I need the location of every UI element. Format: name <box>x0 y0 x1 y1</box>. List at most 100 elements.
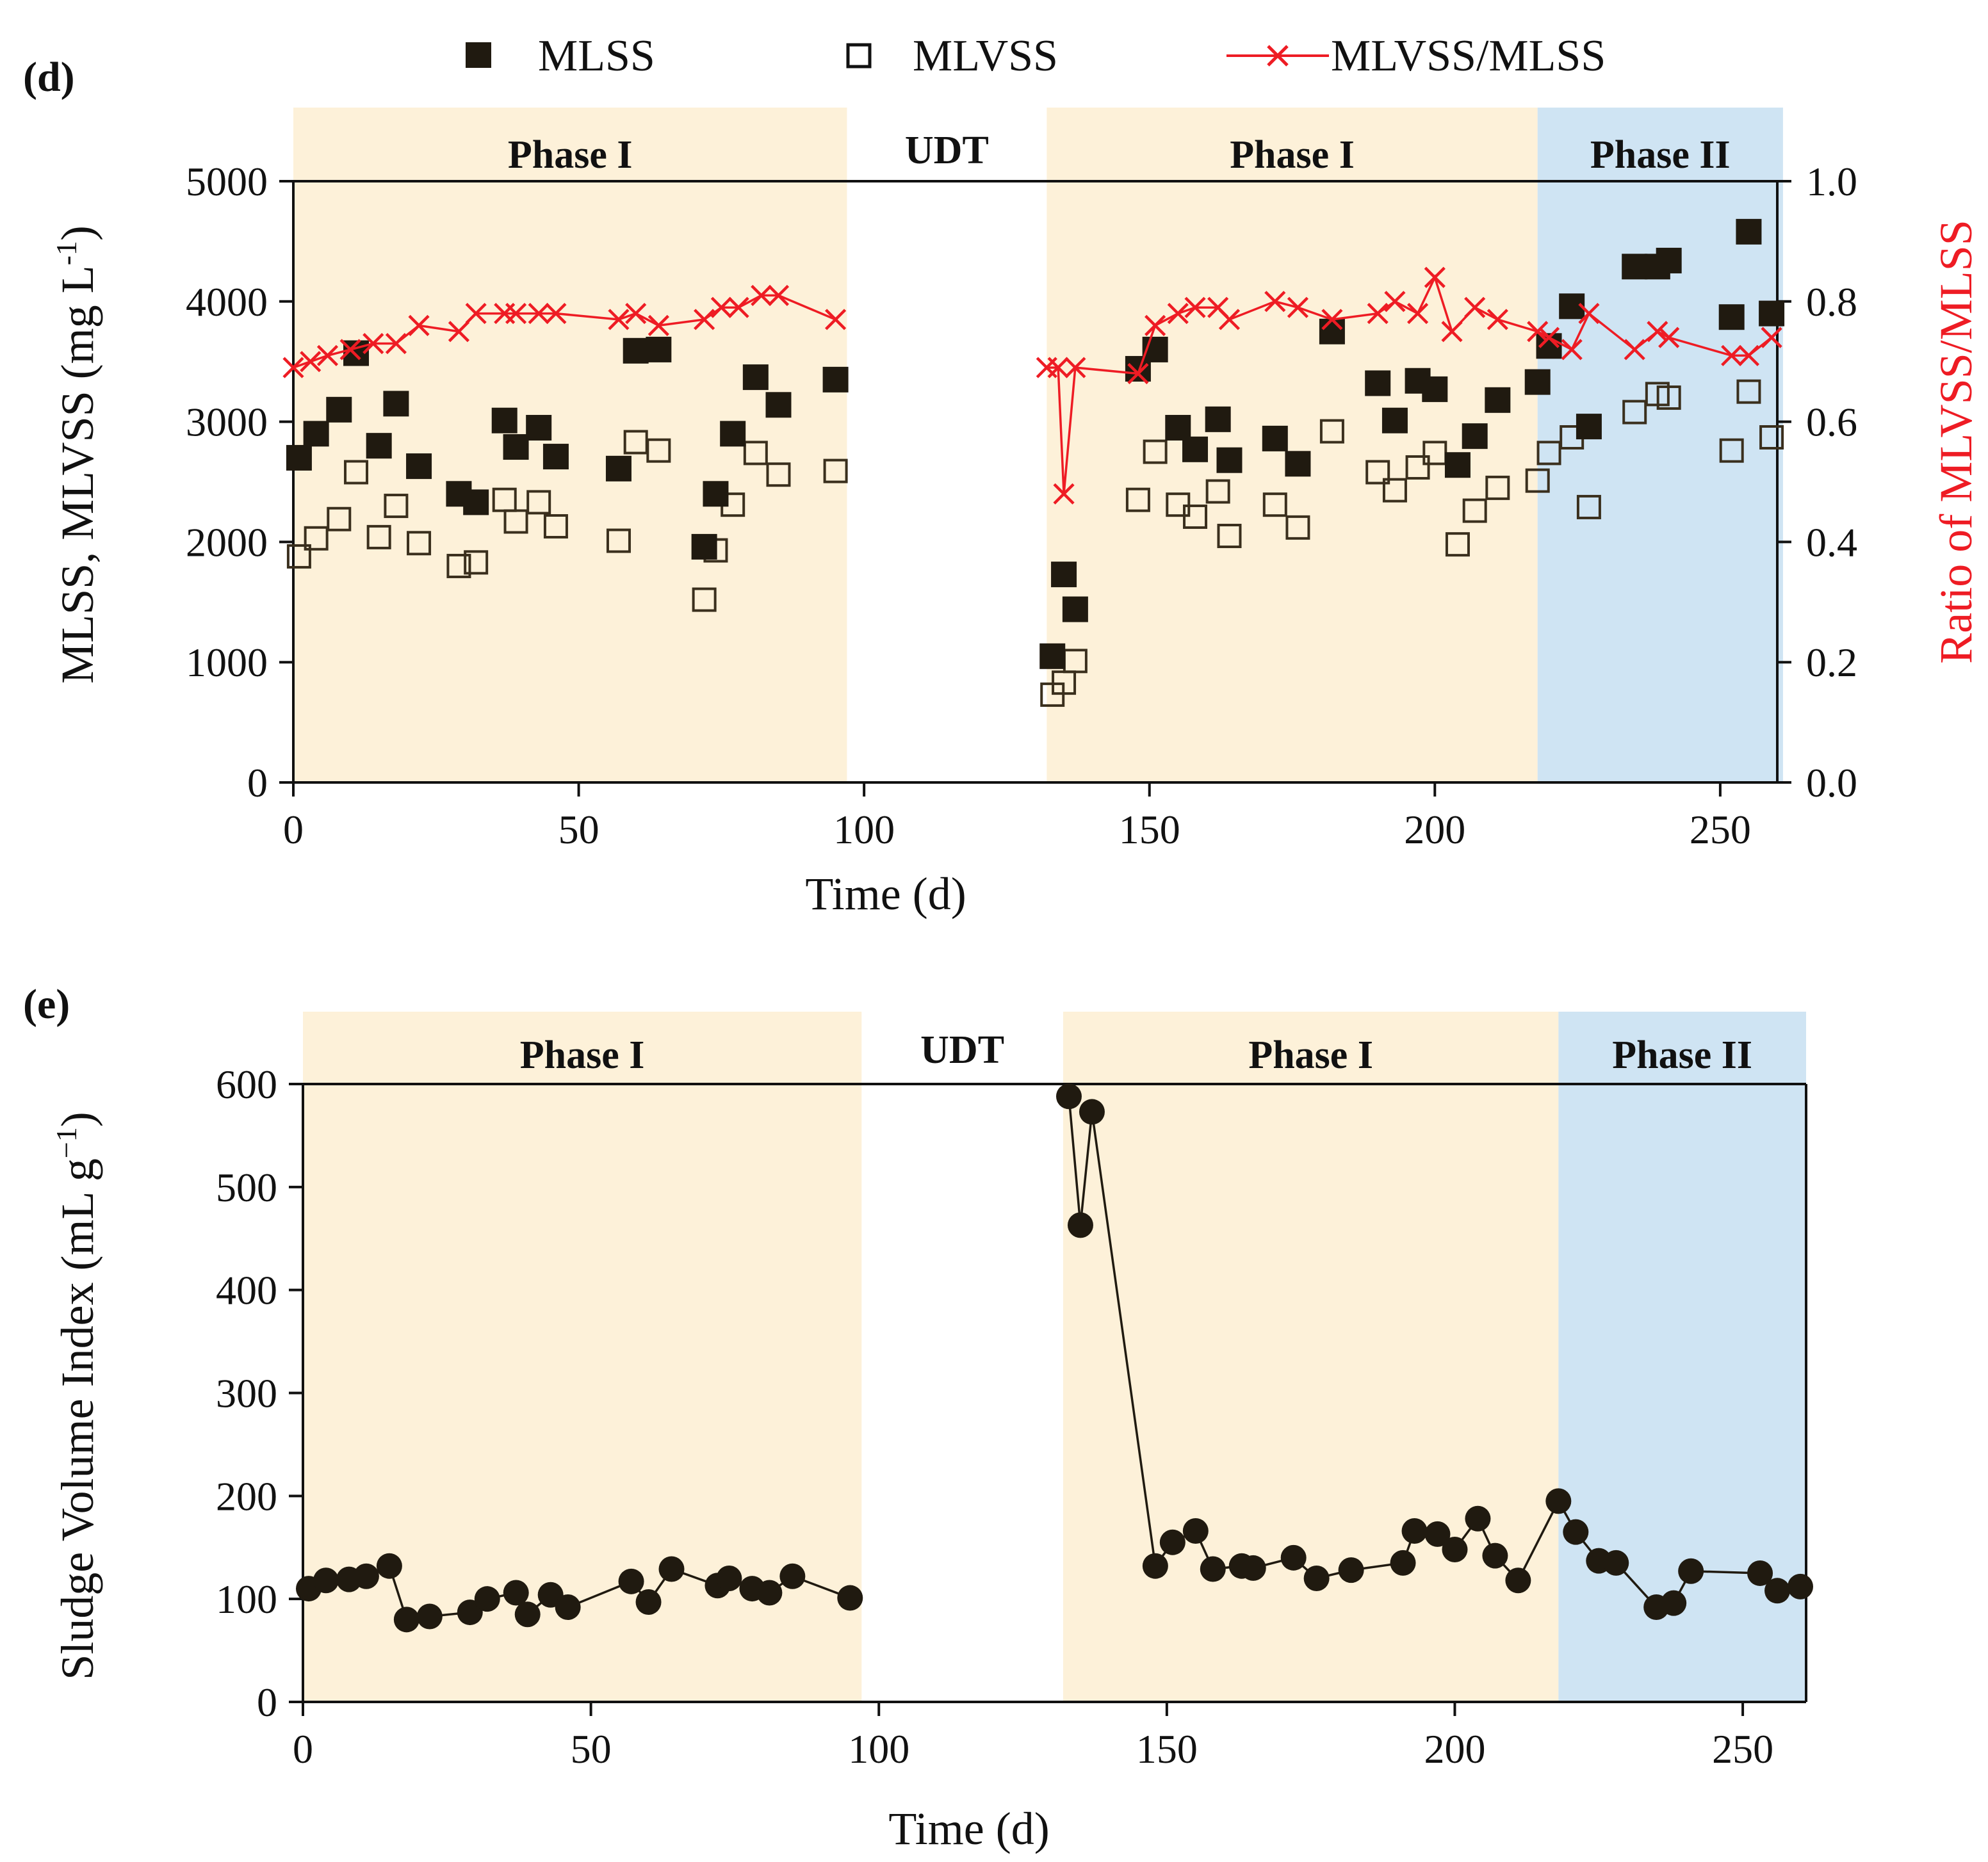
mlvss-point <box>1445 532 1470 557</box>
panel-e-phase-labels: Phase I UDT Phase I Phase II <box>520 1028 1752 1077</box>
legend: MLSS MLVSS MLVSS/MLSS <box>466 31 1606 81</box>
svi-point <box>756 1580 783 1606</box>
ratio-line <box>293 294 836 369</box>
mlss-point <box>1759 300 1785 327</box>
ratio-point <box>1441 321 1463 343</box>
svi-point <box>1788 1573 1814 1599</box>
ratio-point <box>1406 302 1429 325</box>
panel-e-y-title-main: Sludge Volume Index (mL g <box>52 1158 103 1680</box>
svi-point <box>837 1585 863 1611</box>
mlss-point <box>303 421 329 447</box>
ratio-point <box>408 314 430 336</box>
mlvss-point <box>1205 479 1230 504</box>
svi-point <box>1424 1521 1451 1547</box>
ratio-point <box>1321 309 1343 330</box>
mlss-point <box>286 444 312 471</box>
mlss-point <box>326 396 352 423</box>
ratio-point <box>1658 327 1680 348</box>
mlvss-point <box>1319 419 1344 444</box>
svi-point <box>416 1603 443 1630</box>
ratio-point <box>1561 339 1583 360</box>
svi-point <box>1338 1557 1364 1583</box>
phase-label-3: Phase II <box>1590 133 1731 177</box>
mlss-point <box>623 337 649 364</box>
mlvss-point <box>1382 478 1407 503</box>
y-tick-label: 400 <box>216 1268 277 1313</box>
svi-point <box>1603 1550 1629 1576</box>
mlvss-point <box>1656 385 1681 410</box>
svi-point <box>1390 1550 1416 1576</box>
mlvss-point <box>543 514 568 538</box>
mlvss-point <box>1736 379 1761 404</box>
ratio-point <box>1047 357 1069 378</box>
panel-d-y-title-close: ) <box>52 225 103 241</box>
ratio-point <box>1624 339 1645 360</box>
mlss-point <box>1381 407 1408 433</box>
mlvss-point <box>1462 498 1487 523</box>
ratio-point <box>465 302 487 325</box>
mlss-point <box>1051 562 1077 588</box>
mlvss-point <box>1217 524 1242 549</box>
ratio-point <box>694 309 715 330</box>
panel-d-x-axis-title: Time (d) <box>805 868 966 919</box>
ratio-point <box>1424 266 1446 288</box>
mlss-point <box>646 336 672 362</box>
y-tick-label: 0 <box>257 1680 277 1725</box>
svi-point <box>313 1567 339 1594</box>
mlss-point <box>1216 447 1242 473</box>
mlss-point <box>1622 254 1648 280</box>
svi-point <box>1055 1083 1082 1110</box>
phase-band-2 <box>1063 1012 1559 1702</box>
mlss-point <box>742 364 769 391</box>
mlvss-point <box>327 506 352 531</box>
x-tick-label: 0 <box>293 1726 313 1772</box>
mlss-point <box>605 455 631 482</box>
ratio-point <box>300 351 322 373</box>
mlvss-point <box>1719 438 1744 463</box>
ratio-point <box>1264 291 1286 312</box>
mlss-point <box>1062 596 1088 622</box>
y-tick-label: 200 <box>216 1473 277 1519</box>
svi-point <box>1545 1488 1572 1514</box>
x-tick-label: 250 <box>1690 807 1751 852</box>
mlvss-point <box>503 509 528 534</box>
phase-label-0: Phase I <box>520 1033 645 1077</box>
mlvss-point <box>304 526 329 551</box>
mlss-point <box>406 453 432 480</box>
mlss-point <box>1656 247 1682 273</box>
ratio-point <box>363 332 384 355</box>
ratio-point <box>710 296 732 318</box>
y-tick-label: 4000 <box>186 279 268 325</box>
svi-point <box>779 1563 806 1589</box>
legend-mlss-label: MLSS <box>538 31 655 81</box>
ratio-point <box>1721 344 1743 366</box>
svi-point <box>1200 1556 1226 1582</box>
svi-point <box>1482 1542 1508 1569</box>
ratio-point <box>608 309 630 330</box>
y2-tick-label: 0.4 <box>1806 519 1857 565</box>
panel-d-y-title-sup: -1 <box>50 241 83 265</box>
panel-e-y-title-close: ) <box>52 1112 103 1127</box>
mlvss-point <box>464 550 489 575</box>
svi-point <box>1401 1518 1428 1544</box>
svi-point <box>1280 1544 1307 1571</box>
mlvss-point <box>766 462 791 487</box>
mlss-point <box>1444 452 1471 478</box>
y2-tick-label: 1.0 <box>1806 159 1857 204</box>
ratio-point <box>1184 296 1206 318</box>
x-tick-label: 50 <box>571 1726 612 1772</box>
mlss-point <box>691 533 717 560</box>
mlvss-point <box>1262 492 1287 517</box>
phase-band-3 <box>1537 108 1783 782</box>
ratio-point <box>528 302 550 325</box>
x-tick-label: 50 <box>558 807 599 852</box>
y-tick-label: 300 <box>216 1371 277 1416</box>
mlss-point <box>1524 369 1551 395</box>
ratio-point <box>1145 314 1166 336</box>
svi-point <box>658 1556 685 1582</box>
panel-e-chart: 0 50 100 150 200 250 0 100 200 300 400 500 600 Phase… <box>23 981 1814 1854</box>
mlvss-point <box>1365 460 1390 485</box>
phase-label-1: UDT <box>920 1028 1004 1072</box>
svi-point <box>1182 1518 1209 1544</box>
x-tick-label: 200 <box>1404 807 1465 852</box>
